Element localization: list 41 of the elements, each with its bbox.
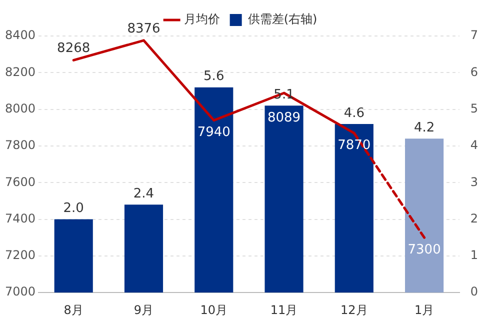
data-label: 7940 xyxy=(197,125,230,140)
y-tick-label: 7200 xyxy=(4,248,36,262)
y2-tick-label: 1 xyxy=(470,248,478,262)
bar xyxy=(264,106,304,293)
y2-tick-label: 2 xyxy=(470,211,478,226)
data-label: 4.6 xyxy=(344,106,364,121)
x-tick-label: 9月 xyxy=(134,302,154,317)
y2-tick-label: 6 xyxy=(470,64,478,79)
x-tick-label: 11月 xyxy=(270,302,298,317)
data-label: 8268 xyxy=(57,41,90,56)
data-label: 7870 xyxy=(338,138,371,154)
x-tick-label: 12月 xyxy=(340,302,368,317)
y-tick-label: 7800 xyxy=(4,138,36,152)
y2-tick-label: 5 xyxy=(470,101,478,116)
data-label: 2.4 xyxy=(133,186,154,202)
legend-label: 月均价 xyxy=(184,12,220,26)
x-tick-label: 10月 xyxy=(200,302,228,317)
data-label: 5.6 xyxy=(204,69,224,84)
data-label: 4.2 xyxy=(414,120,435,136)
x-tick-label: 1月 xyxy=(414,302,434,317)
data-label: 2.0 xyxy=(63,201,84,216)
data-label: 7300 xyxy=(408,242,441,258)
y-tick-label: 8000 xyxy=(4,101,36,116)
bar xyxy=(194,87,234,293)
y-tick-label: 8200 xyxy=(4,64,36,79)
y-tick-label: 7400 xyxy=(4,211,36,226)
y-tick-label: 7600 xyxy=(4,174,36,189)
y2-tick-label: 7 xyxy=(470,28,478,42)
bar xyxy=(54,219,93,293)
bar xyxy=(405,138,444,293)
data-label: 8089 xyxy=(267,110,301,126)
y2-tick-label: 0 xyxy=(470,284,478,299)
y-tick-label: 8400 xyxy=(4,28,36,42)
bar xyxy=(334,124,374,293)
data-label: 8376 xyxy=(127,21,160,36)
bar xyxy=(124,204,164,293)
x-tick-label: 8月 xyxy=(64,302,84,317)
y2-tick-label: 4 xyxy=(470,138,478,152)
legend-label: 供需差(右轴) xyxy=(248,12,318,26)
y2-tick-label: 3 xyxy=(470,174,478,189)
y-tick-label: 7000 xyxy=(4,284,36,299)
